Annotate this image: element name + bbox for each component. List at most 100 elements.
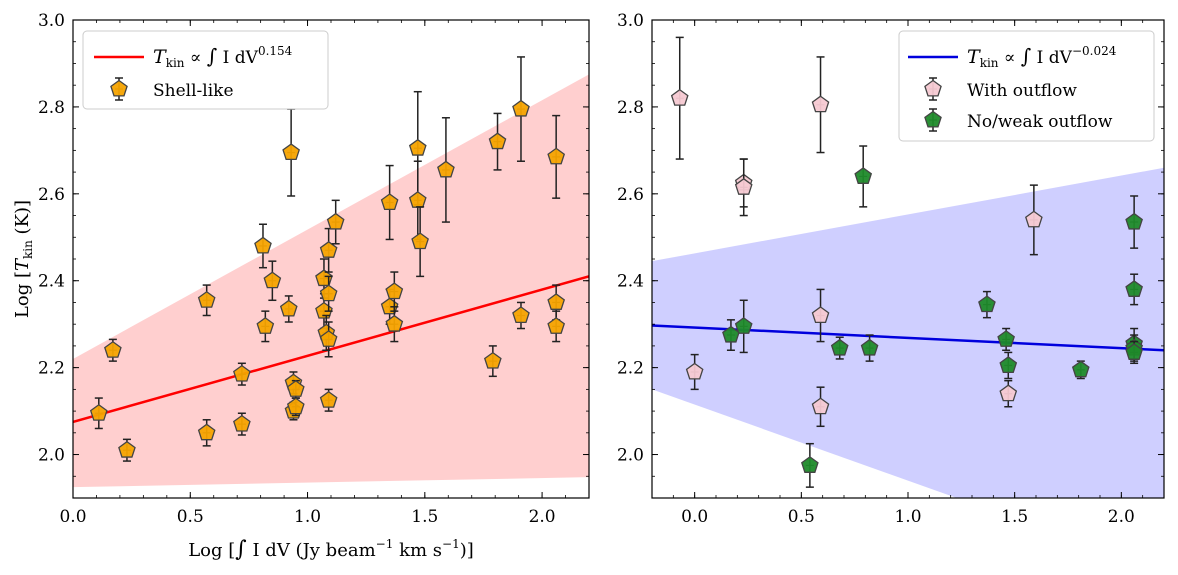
right-s1-point-9-pentagon bbox=[1071, 360, 1090, 378]
right-s0-point-3-pentagon bbox=[734, 177, 753, 195]
left-s0-point-36 bbox=[547, 114, 566, 199]
right-s1-point-4-pentagon bbox=[854, 167, 873, 184]
left-s0-point-4-pentagon bbox=[197, 423, 216, 441]
right-legend: Tkin ∝ ∫ I dV−0.024 With outflow No/weak… bbox=[898, 30, 1155, 142]
right-legend-marker-2-glyph-pentagon bbox=[924, 110, 942, 128]
right-s1-point-1 bbox=[734, 299, 753, 354]
left-s0-point-5 bbox=[233, 362, 251, 386]
right-s0-point-5-pentagon bbox=[811, 306, 830, 324]
left-s0-point-22-pentagon bbox=[319, 390, 338, 408]
left-s0-point-7 bbox=[254, 223, 272, 269]
left-s0-point-32 bbox=[483, 345, 502, 378]
left-s0-point-36-pentagon bbox=[547, 147, 566, 165]
right-s0-point-6-pentagon bbox=[811, 397, 830, 415]
left-s0-point-37-pentagon bbox=[547, 293, 566, 310]
left-s0-point-23 bbox=[326, 199, 345, 245]
left-s0-point-27-pentagon bbox=[385, 314, 404, 332]
right-ytick-label-3: 2.6 bbox=[617, 185, 644, 205]
right-s0-point-1 bbox=[685, 353, 704, 391]
left-legend-marker-glyph bbox=[110, 77, 128, 101]
right-s1-point-14 bbox=[1125, 340, 1143, 365]
left-s0-point-11-pentagon bbox=[282, 143, 300, 161]
left-s0-point-38-pentagon bbox=[547, 317, 566, 334]
right-s1-point-7-pentagon bbox=[997, 330, 1015, 347]
right-legend-weak-label: No/weak outflow bbox=[967, 112, 1113, 132]
left-ytick-label-0: 2.0 bbox=[38, 446, 65, 466]
right-s0-point-3 bbox=[734, 158, 753, 217]
right-s0-point-5 bbox=[811, 288, 830, 343]
right-legend-outflow-label: With outflow bbox=[967, 81, 1077, 101]
right-s1-point-3 bbox=[830, 336, 849, 360]
left-s0-point-22 bbox=[319, 388, 338, 412]
left-s0-point-26-pentagon bbox=[385, 282, 404, 300]
left-s0-point-33 bbox=[488, 112, 507, 171]
left-s0-point-2-pentagon bbox=[118, 440, 136, 458]
left-s0-point-24-pentagon bbox=[380, 193, 399, 211]
right-xtick-label-3: 1.5 bbox=[1001, 507, 1028, 527]
right-s1-point-2 bbox=[801, 442, 819, 488]
left-s0-point-9-pentagon bbox=[263, 271, 282, 289]
right-s0-point-4-pentagon bbox=[811, 95, 830, 113]
right-xtick-label-1: 0.5 bbox=[788, 507, 815, 527]
right-ytick-label-2: 2.4 bbox=[617, 272, 644, 292]
left-s0-point-24 bbox=[380, 164, 399, 241]
right-legend-outflow-marker bbox=[924, 77, 942, 101]
left-s0-point-1 bbox=[104, 338, 122, 362]
right-legend-marker-2-glyph bbox=[924, 108, 942, 132]
right-s1-point-8-pentagon bbox=[999, 356, 1018, 373]
right-s1-point-4 bbox=[854, 145, 873, 208]
left-s0-point-23-pentagon bbox=[326, 212, 345, 230]
right-s1-point-10-pentagon bbox=[1125, 212, 1143, 230]
left-s0-point-0-pentagon bbox=[89, 403, 108, 421]
left-s0-point-1-pentagon bbox=[104, 340, 122, 358]
left-s0-point-19 bbox=[319, 227, 338, 273]
left-s0-point-14-pentagon bbox=[286, 380, 305, 397]
left-ytick-label-5: 3.0 bbox=[38, 11, 65, 31]
right-ytick-label-5: 3.0 bbox=[617, 11, 644, 31]
right-s1-point-2-pentagon bbox=[801, 456, 819, 473]
right-data-points bbox=[670, 36, 1143, 488]
left-s0-point-19-pentagon bbox=[319, 241, 338, 258]
right-s1-point-14-pentagon bbox=[1125, 343, 1143, 360]
right-confidence-band bbox=[652, 167, 1164, 498]
right-s1-point-10 bbox=[1125, 195, 1143, 249]
right-legend-marker-1-glyph-pentagon bbox=[924, 79, 942, 97]
right-xtick-label-0: 0.0 bbox=[681, 507, 708, 527]
right-ytick-label-0: 2.0 bbox=[617, 446, 644, 466]
left-s0-point-21-pentagon bbox=[319, 330, 338, 347]
right-s0-point-8 bbox=[1025, 184, 1043, 256]
left-s0-point-28-pentagon bbox=[408, 138, 427, 156]
right-s1-point-1-pentagon bbox=[734, 317, 753, 334]
right-ytick-label-4: 2.8 bbox=[617, 98, 644, 118]
left-s0-point-38 bbox=[547, 310, 566, 343]
left-legend-fit-label: Tkin ∝ ∫ I dV0.154 bbox=[153, 44, 293, 70]
left-s0-point-3 bbox=[197, 284, 216, 317]
right-xtick-label-2: 1.0 bbox=[894, 507, 921, 527]
right-ticks: 0.0 0.5 1.0 1.5 2.0 2.0 2.2 2.4 2.6 2.8 3.0 bbox=[617, 11, 1165, 527]
left-s0-point-32-pentagon bbox=[483, 351, 502, 369]
left-s0-point-20 bbox=[319, 275, 338, 312]
right-legend-fit-label: Tkin ∝ ∫ I dV−0.024 bbox=[967, 44, 1117, 70]
right-s1-point-8 bbox=[999, 351, 1018, 380]
right-s1-point-11 bbox=[1125, 273, 1143, 306]
left-s0-point-4 bbox=[197, 419, 216, 447]
left-s0-point-31-pentagon bbox=[437, 160, 455, 178]
left-s0-point-9 bbox=[263, 260, 282, 302]
left-xtick-label-3: 1.5 bbox=[411, 507, 438, 527]
left-s0-point-5-pentagon bbox=[233, 364, 251, 382]
left-s0-point-29 bbox=[408, 160, 427, 241]
left-panel: 0.0 0.5 1.0 1.5 2.0 2.0 2.2 2.4 2.6 2.8 3.0 Tkin ∝… bbox=[12, 11, 590, 562]
right-s0-point-0 bbox=[670, 36, 689, 160]
right-s1-point-3-pentagon bbox=[830, 338, 849, 356]
right-s0-point-4 bbox=[811, 56, 830, 154]
left-xtick-label-1: 0.5 bbox=[177, 507, 204, 527]
left-ytick-label-1: 2.2 bbox=[38, 359, 65, 379]
left-s0-point-20-pentagon bbox=[319, 284, 338, 302]
left-s0-point-11 bbox=[282, 108, 300, 197]
left-s0-point-21 bbox=[319, 321, 338, 358]
right-s0-point-8-pentagon bbox=[1025, 210, 1043, 228]
left-s0-point-27 bbox=[385, 306, 404, 343]
left-legend: Tkin ∝ ∫ I dV0.154 Shell-like bbox=[82, 30, 329, 110]
left-s0-point-6-pentagon bbox=[233, 414, 251, 432]
